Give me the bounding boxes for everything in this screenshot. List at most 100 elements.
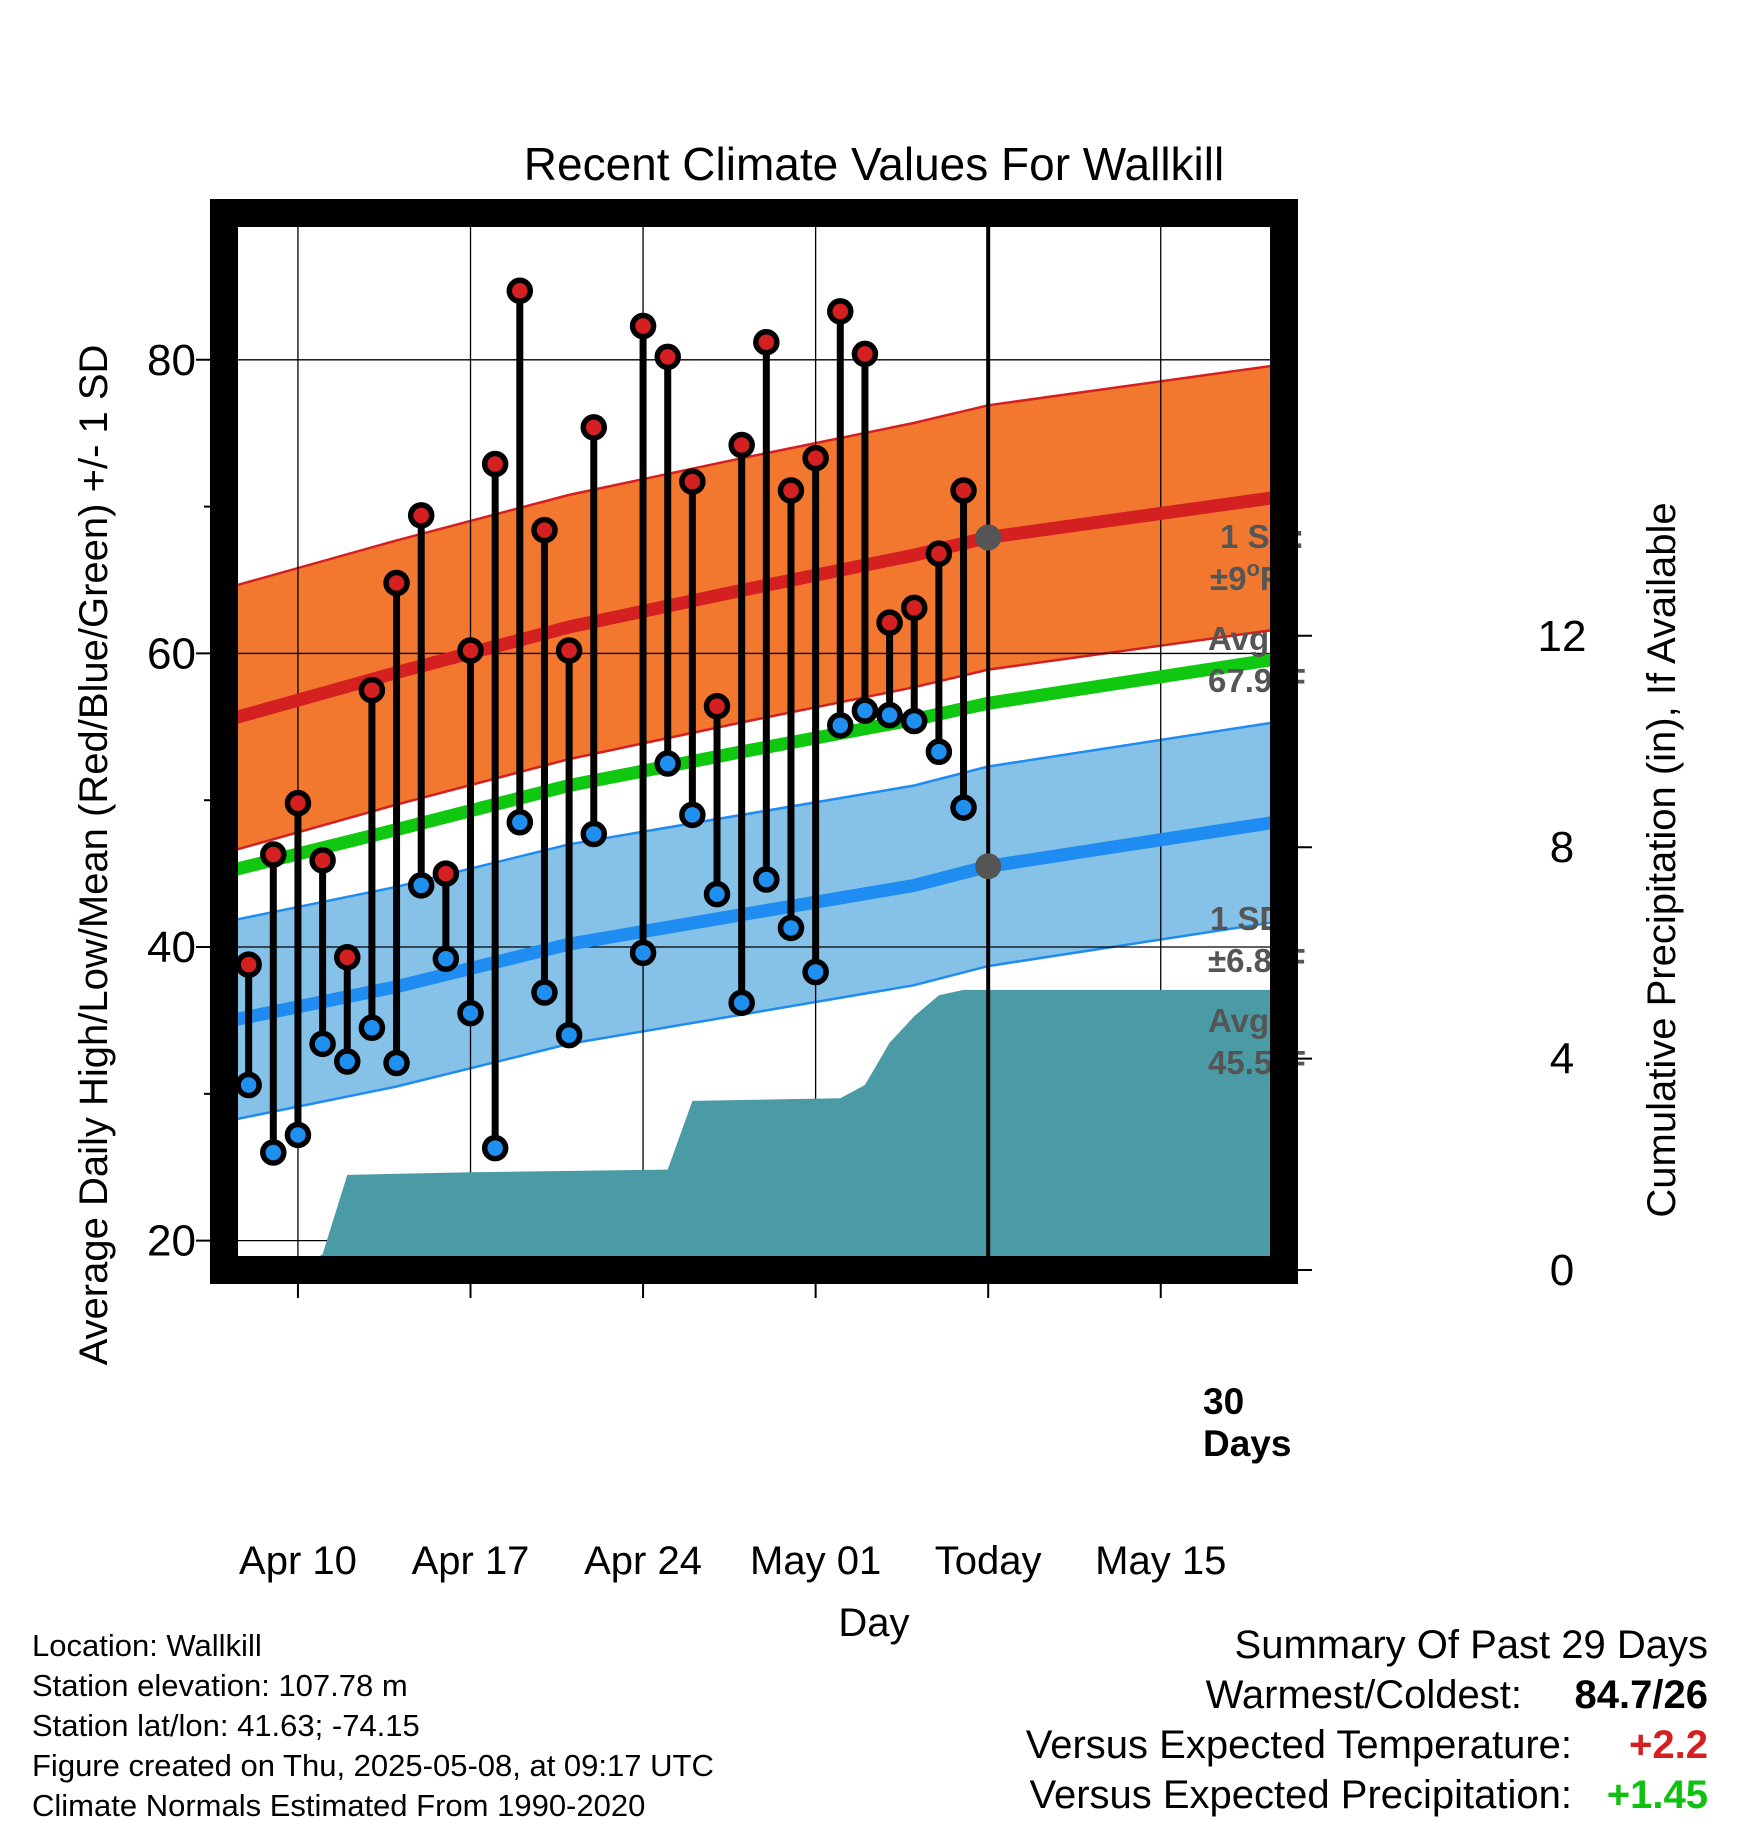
plot-frame-outer	[210, 199, 1298, 1284]
low-temp-point	[481, 1134, 509, 1162]
low-sd-band	[224, 720, 1284, 1122]
x-tick-label: Today	[935, 1539, 1042, 1583]
precip-anomaly-label: Versus Expected Precipitation:	[1029, 1773, 1572, 1817]
low-temp-point	[407, 872, 435, 899]
chart-title: Recent Climate Values For Wallkill	[524, 138, 1224, 190]
low-temp-point	[950, 794, 977, 821]
high-temp-point	[728, 431, 755, 459]
climate-normals-note: Climate Normals Estimated From 1990-2020	[32, 1788, 646, 1823]
low-temp-point	[334, 1048, 361, 1075]
high-temp-point	[309, 847, 336, 874]
days-count: 30	[1203, 1381, 1244, 1422]
summary-panel: Summary Of Past 29 Days Warmest/Coldest:…	[808, 1620, 1708, 1820]
high-temp-point	[629, 312, 657, 340]
high-temp-point	[555, 637, 583, 664]
x-tick-label: Apr 10	[239, 1539, 357, 1583]
low-temp-point	[654, 750, 681, 777]
x-tick-label: May 15	[1095, 1539, 1226, 1583]
high-temp-point	[235, 951, 262, 978]
low-temp-point	[679, 801, 706, 829]
station-info: Location: Wallkill Station elevation: 10…	[32, 1626, 714, 1826]
warm-cold-value: 84.7/26	[1574, 1673, 1708, 1717]
low-temp-point	[235, 1071, 262, 1099]
low-temp-point	[851, 697, 879, 724]
station-elevation: Station elevation: 107.78 m	[32, 1668, 408, 1703]
y2-tick-label: 12	[1538, 612, 1587, 661]
low-temp-point	[284, 1121, 312, 1149]
high-temp-point	[260, 841, 287, 868]
high-temp-point	[432, 860, 460, 887]
days-label: Days	[1203, 1423, 1291, 1464]
low-avg-title: Avg:	[1208, 1002, 1280, 1039]
x-tick-label: Apr 17	[412, 1539, 530, 1583]
high-temp-point	[358, 676, 386, 704]
high-temp-point	[506, 277, 534, 305]
high-temp-point	[802, 444, 829, 472]
low-temp-point	[802, 958, 829, 986]
high-temp-point	[457, 637, 484, 664]
y-tick-label: 60	[147, 629, 196, 678]
high-temp-point	[753, 328, 780, 356]
high-temp-point	[876, 609, 903, 636]
y-tick-label: 20	[147, 1217, 196, 1266]
high-temp-point	[703, 693, 731, 720]
x-tick-label: May 01	[750, 1539, 881, 1583]
figure-created: Figure created on Thu, 2025-05-08, at 09…	[32, 1748, 714, 1783]
high-temp-point	[531, 516, 558, 544]
today-high-avg-marker	[975, 524, 1002, 551]
high-temp-point	[481, 450, 509, 478]
low-temp-point	[703, 880, 731, 908]
station-location: Location: Wallkill	[32, 1628, 262, 1663]
high-temp-point	[383, 569, 410, 597]
temp-anomaly-value: +2.2	[1629, 1723, 1708, 1767]
low-temp-point	[777, 914, 805, 942]
y-axis-label: Average Daily High/Low/Mean (Red/Blue/Gr…	[72, 345, 116, 1366]
high-temp-point	[827, 298, 854, 325]
high-sd-value: ±9oF	[1210, 556, 1280, 597]
low-temp-point	[260, 1139, 287, 1166]
precipitation-area	[298, 989, 1284, 1270]
today-low-avg-marker	[975, 853, 1002, 880]
high-temp-point	[925, 540, 953, 567]
high-temp-point	[654, 343, 681, 371]
low-temp-point	[728, 989, 755, 1017]
low-temp-point	[531, 979, 558, 1006]
plot-area	[224, 213, 1284, 1270]
low-temp-point	[753, 866, 780, 893]
temp-anomaly-label: Versus Expected Temperature:	[1025, 1723, 1572, 1767]
low-temp-point	[383, 1049, 410, 1077]
high-temp-point	[900, 594, 928, 622]
y-tick-label: 40	[147, 923, 196, 972]
y2-tick-label: 0	[1550, 1246, 1574, 1295]
summary-title: Summary Of Past 29 Days	[1234, 1623, 1708, 1667]
low-temp-point	[555, 1021, 583, 1049]
high-temp-point	[851, 340, 879, 368]
low-temp-point	[876, 701, 903, 729]
low-temp-point	[629, 939, 657, 967]
high-temp-point	[679, 468, 706, 495]
low-temp-point	[827, 712, 854, 739]
y2-axis-label: Cumulative Precipitation (in), If Availa…	[1640, 502, 1684, 1217]
high-temp-point	[580, 414, 608, 441]
x-tick-label: Apr 24	[584, 1539, 702, 1583]
low-temp-point	[309, 1030, 336, 1058]
high-temp-point	[334, 944, 361, 971]
low-temp-point	[457, 999, 484, 1027]
low-temp-point	[925, 738, 953, 766]
low-temp-point	[358, 1014, 386, 1042]
station-latlon: Station lat/lon: 41.63; -74.15	[32, 1708, 420, 1743]
precip-anomaly-value: +1.45	[1606, 1773, 1708, 1817]
high-temp-point	[407, 502, 435, 529]
high-temp-point	[950, 477, 977, 504]
y2-tick-label: 4	[1550, 1035, 1574, 1084]
high-avg-title: Avg:	[1208, 620, 1280, 657]
x-axis-label: Day	[838, 1601, 909, 1645]
low-temp-point	[432, 945, 460, 973]
low-temp-point	[506, 808, 534, 836]
y-tick-label: 80	[147, 336, 196, 385]
high-sd-band	[224, 364, 1284, 854]
low-temp-point	[580, 820, 608, 848]
plot-frame	[224, 213, 1284, 1270]
warm-cold-label: Warmest/Coldest:	[1205, 1673, 1522, 1717]
